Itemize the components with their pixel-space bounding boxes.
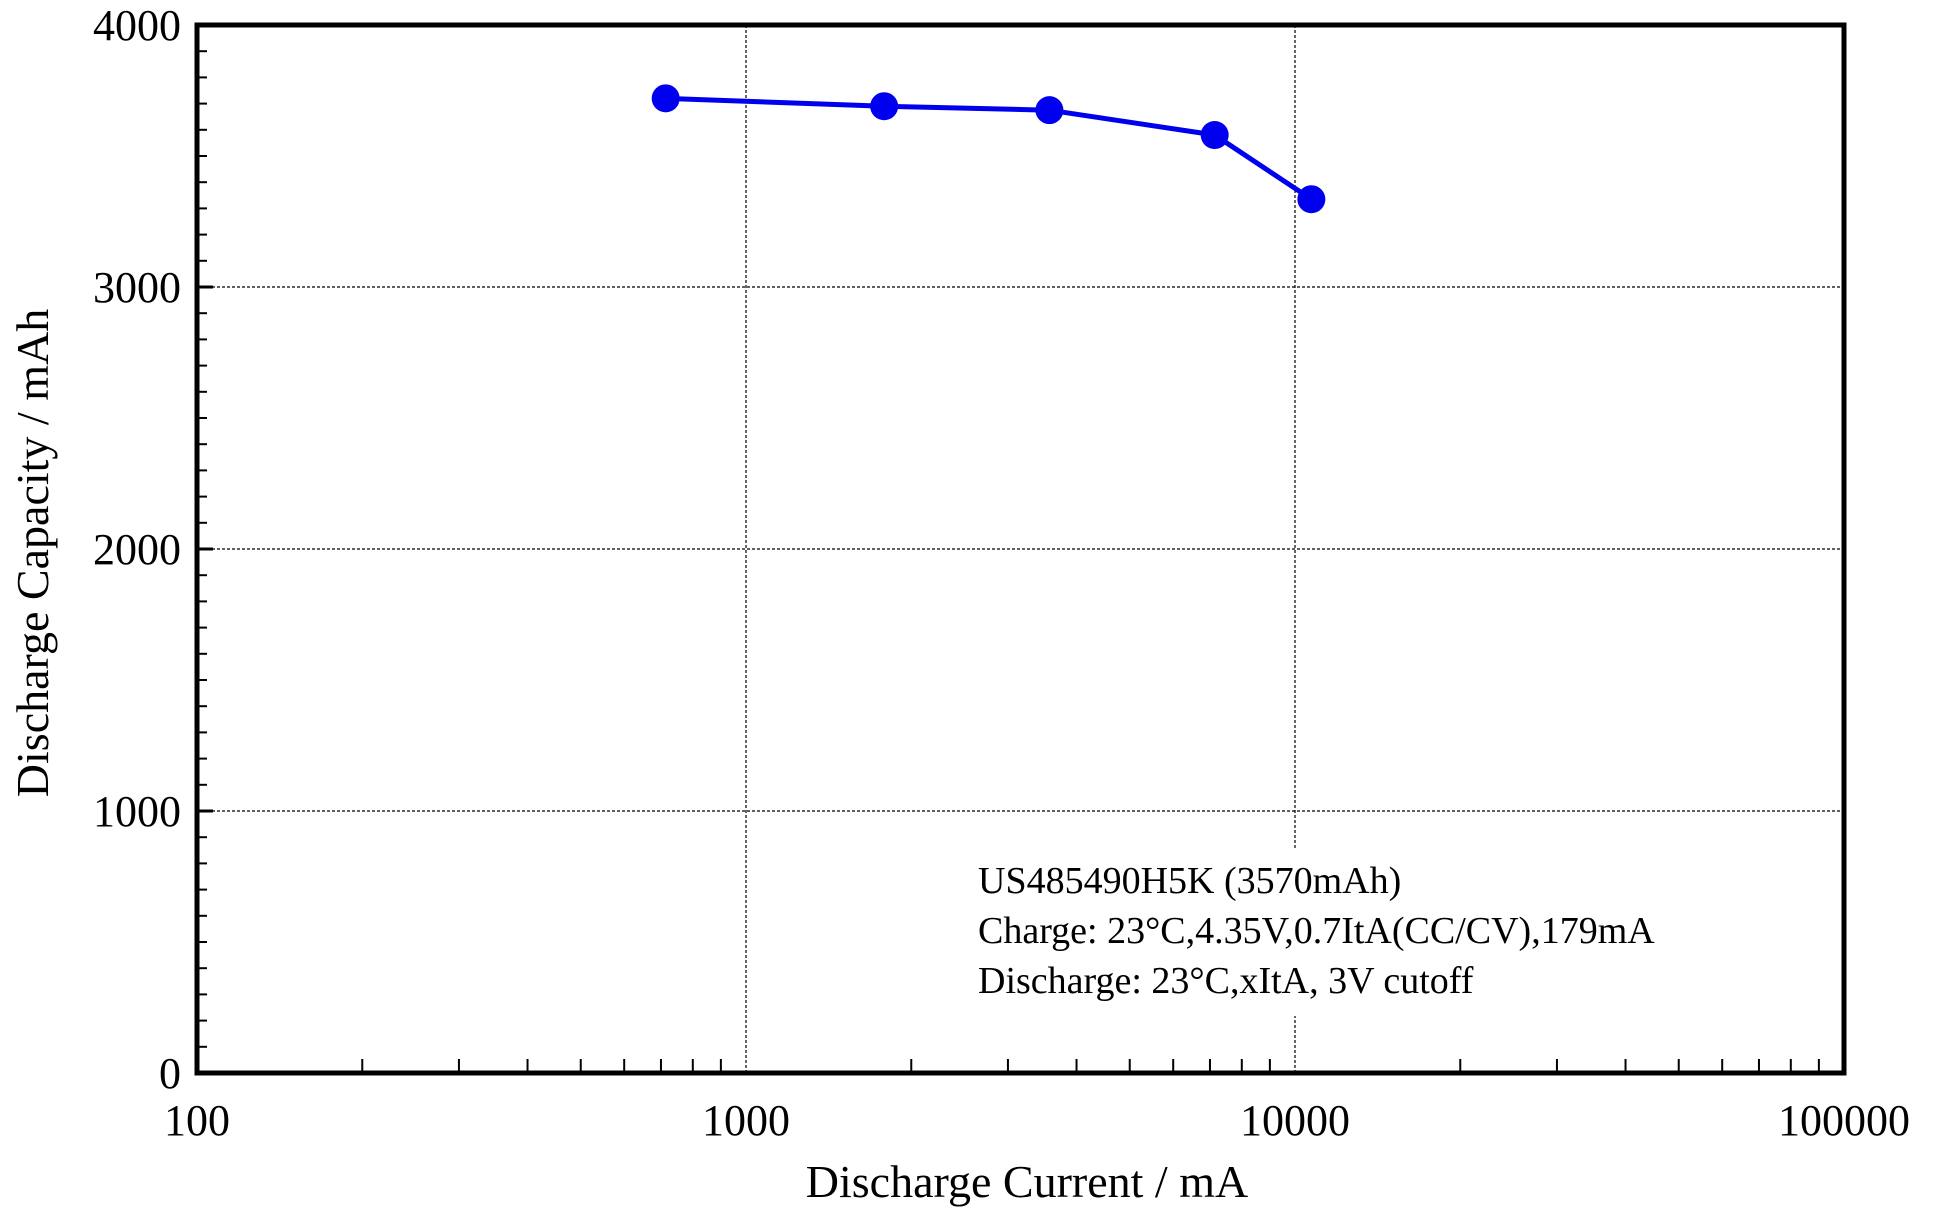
y-tick-label: 2000 <box>93 525 181 574</box>
data-point <box>1297 185 1326 214</box>
y-tick-label: 1000 <box>93 787 181 836</box>
data-point <box>1035 96 1064 125</box>
x-tick-label: 10000 <box>1240 1096 1350 1145</box>
plot-frame <box>194 22 1847 1076</box>
x-tick-label: 1000 <box>702 1096 790 1145</box>
x-tick-label: 100 <box>164 1096 230 1145</box>
annotation-model: US485490H5K (3570mAh) <box>978 860 1401 902</box>
x-tick-label: 100000 <box>1778 1096 1910 1145</box>
y-tick-label: 0 <box>159 1049 181 1098</box>
annotation-discharge: Discharge: 23°C,xItA, 3V cutoff <box>978 960 1474 1002</box>
series-layer <box>651 84 1326 214</box>
grid-lines <box>197 25 1844 1073</box>
data-point <box>1200 121 1229 150</box>
tick-labels: 100 1000 10000 100000 0 1000 2000 3000 4000 <box>93 1 1910 1145</box>
y-tick-label: 4000 <box>93 1 181 50</box>
y-tick-label: 3000 <box>93 263 181 312</box>
annotation-background <box>968 848 1748 1016</box>
annotation-box: US485490H5K (3570mAh) Charge: 23°C,4.35V… <box>968 848 1748 1016</box>
data-point <box>870 92 899 121</box>
annotation-charge: Charge: 23°C,4.35V,0.7ItA(CC/CV),179mA <box>978 910 1655 952</box>
y-axis-title: Discharge Capacity / mAh <box>7 309 58 797</box>
x-axis-title: Discharge Current / mA <box>806 1156 1248 1207</box>
data-point <box>651 84 680 113</box>
